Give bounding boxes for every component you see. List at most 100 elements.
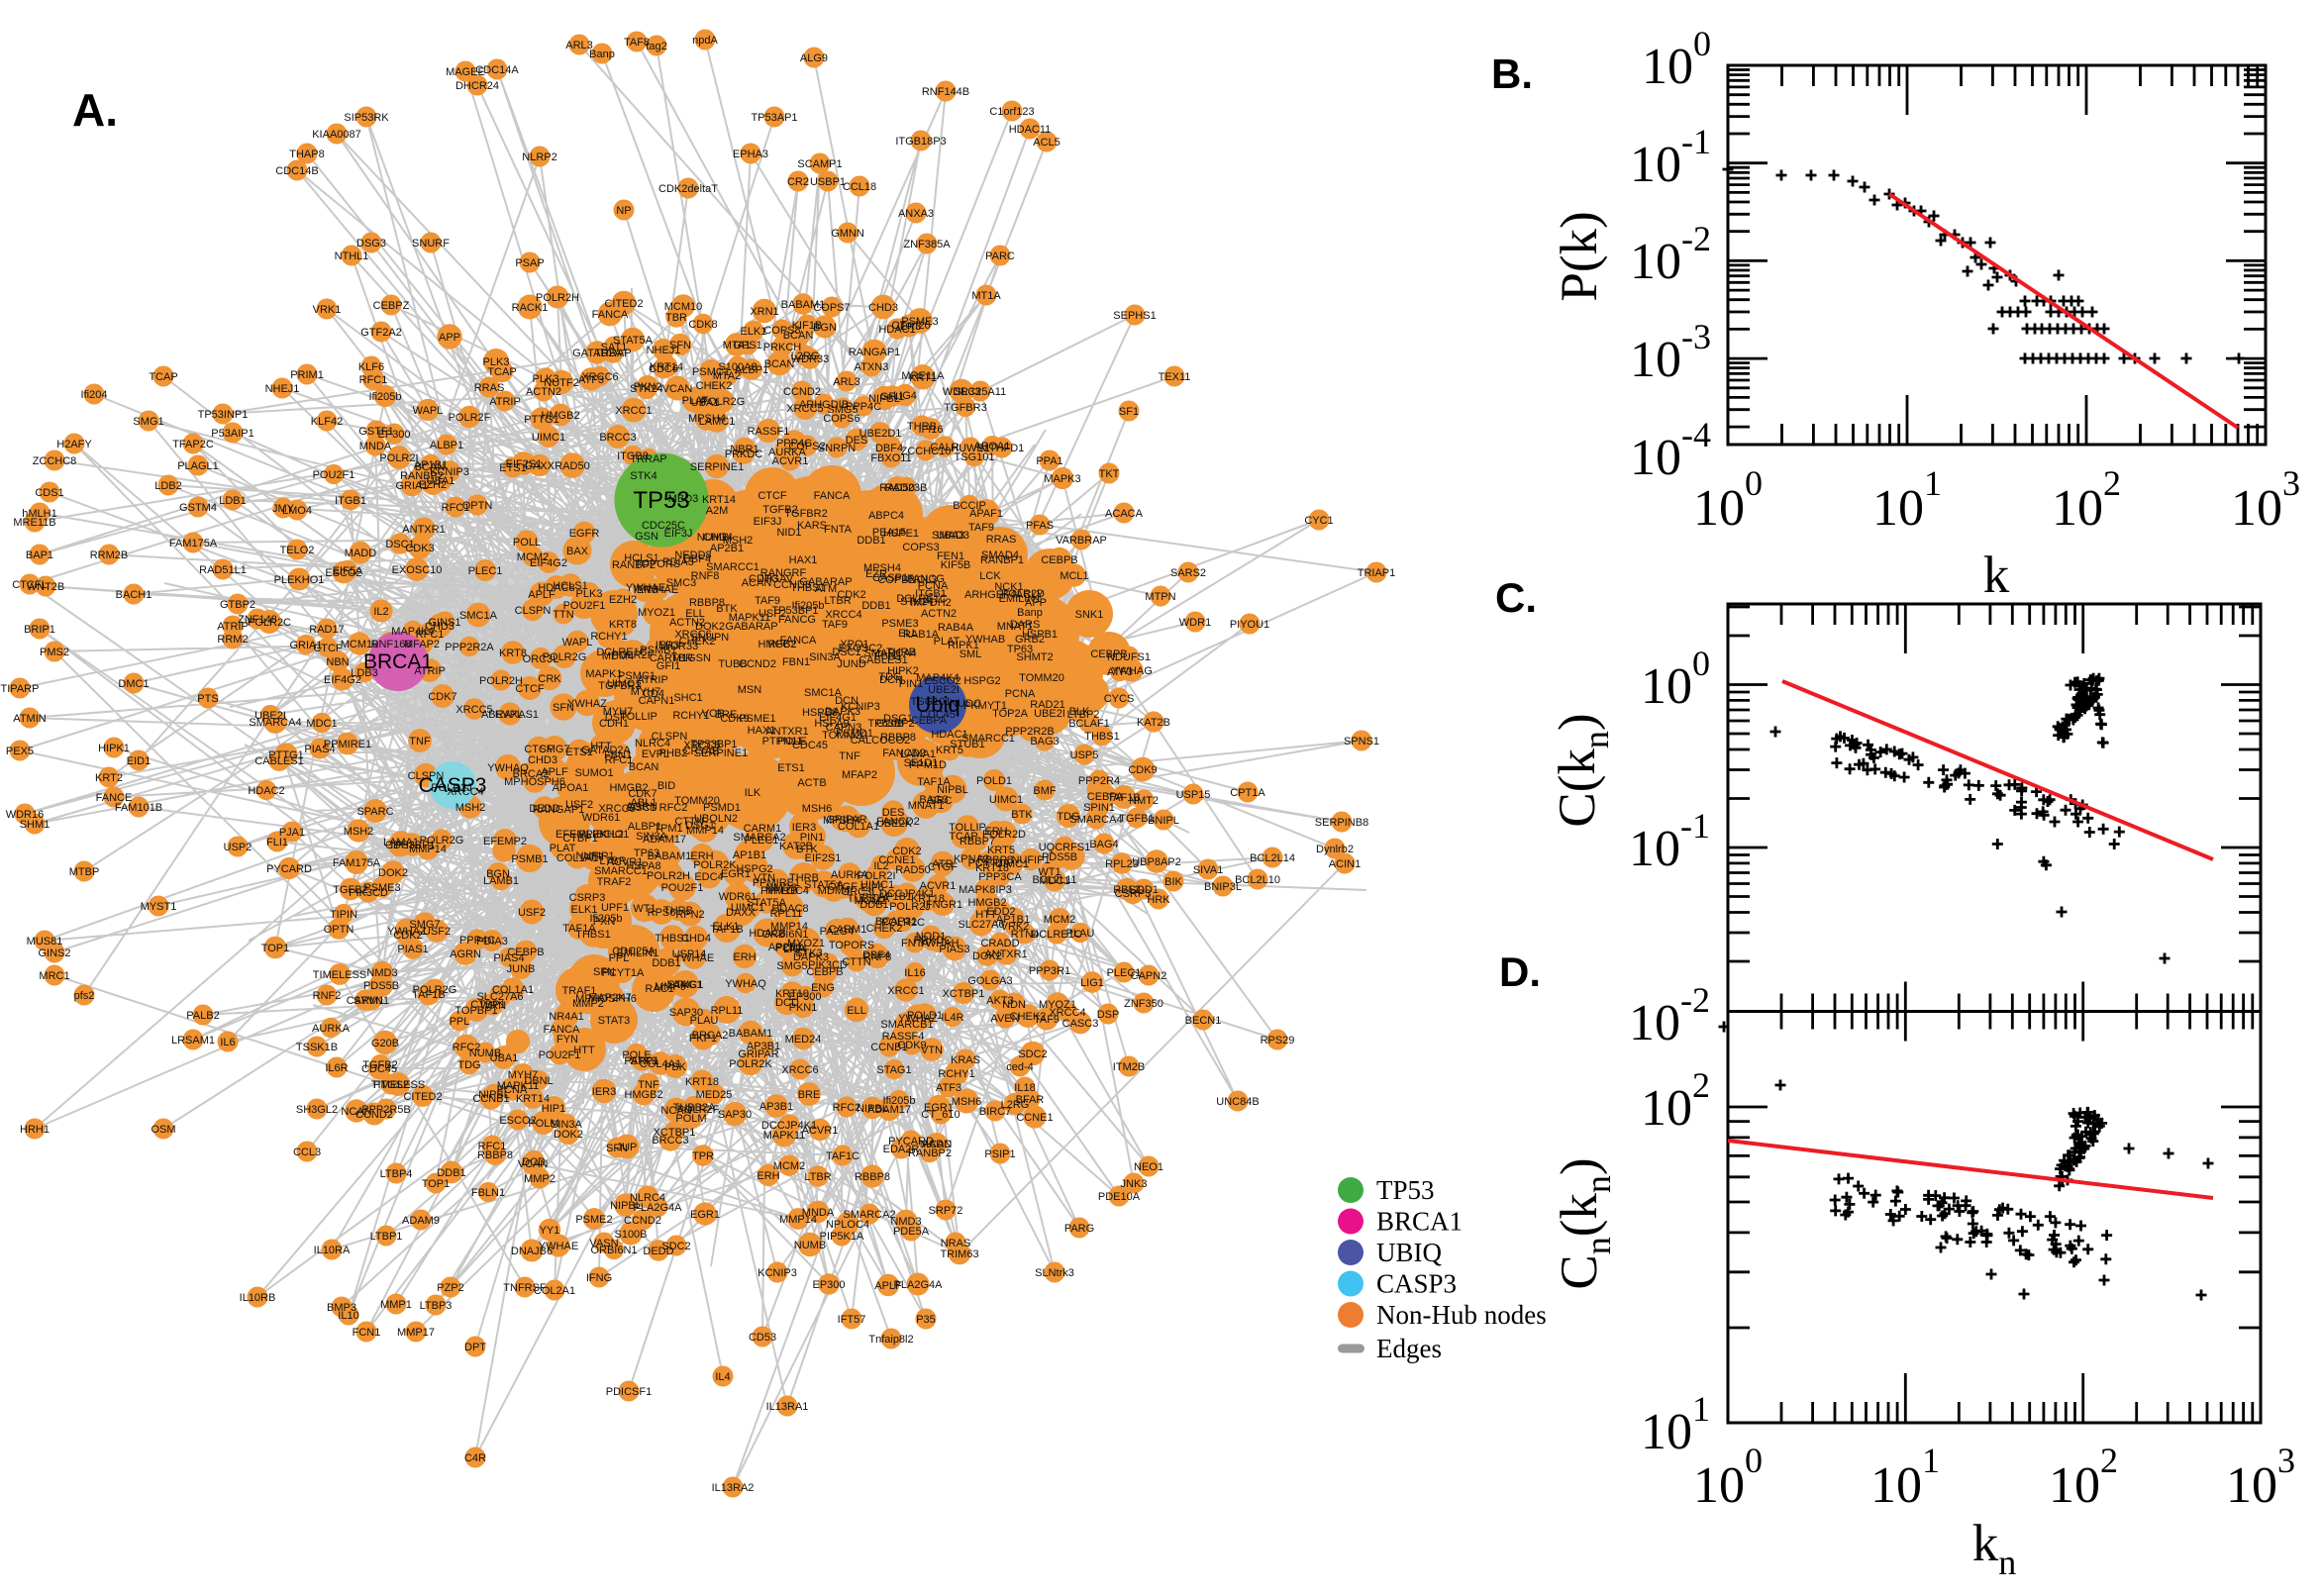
svg-text:FEN1: FEN1 <box>937 550 964 562</box>
svg-text:NIPBL: NIPBL <box>610 1200 642 1212</box>
svg-text:CR2: CR2 <box>787 176 809 188</box>
svg-text:PPP2R2A: PPP2R2A <box>445 642 494 653</box>
svg-text:POLR2F: POLR2F <box>612 649 655 661</box>
svg-text:IL18: IL18 <box>1014 1082 1035 1094</box>
svg-text:KRT2: KRT2 <box>95 772 123 784</box>
svg-text:RFC1: RFC1 <box>605 754 634 766</box>
svg-text:NRAS: NRAS <box>941 1238 971 1249</box>
svg-text:LAMC1: LAMC1 <box>667 979 704 991</box>
svg-text:C(kn): C(kn) <box>1549 713 1616 827</box>
svg-text:PPL: PPL <box>450 1016 470 1028</box>
svg-text:COL2A1: COL2A1 <box>534 1285 575 1297</box>
svg-text:PLK3: PLK3 <box>483 356 510 368</box>
svg-text:PPA1: PPA1 <box>1036 455 1062 467</box>
svg-text:CTCF: CTCF <box>313 643 343 654</box>
svg-text:PPP4C: PPP4C <box>776 438 812 449</box>
svg-text:ACL5: ACL5 <box>1033 137 1060 149</box>
svg-text:AKT3: AKT3 <box>986 995 1014 1007</box>
svg-text:CAPN2: CAPN2 <box>1131 970 1167 982</box>
svg-text:POLD1: POLD1 <box>976 775 1012 787</box>
svg-text:SLC27A6: SLC27A6 <box>476 991 523 1003</box>
svg-text:BMP3: BMP3 <box>327 1302 356 1314</box>
svg-text:GOLGA3: GOLGA3 <box>967 975 1012 987</box>
svg-text:DAPK3: DAPK3 <box>825 706 860 718</box>
svg-text:ZNF148: ZNF148 <box>238 614 277 626</box>
svg-text:CAPN1: CAPN1 <box>639 695 675 707</box>
svg-text:TIMELESS: TIMELESS <box>371 1079 425 1091</box>
svg-text:YWHAZ: YWHAZ <box>387 926 427 938</box>
svg-text:Tnfaip8l2: Tnfaip8l2 <box>868 1334 913 1346</box>
svg-text:CARM1: CARM1 <box>650 652 688 664</box>
svg-text:AP1B1: AP1B1 <box>414 459 448 471</box>
svg-text:PLEC1: PLEC1 <box>468 565 503 577</box>
svg-text:POU2F1: POU2F1 <box>313 469 355 481</box>
svg-text:DDB1: DDB1 <box>652 957 680 969</box>
svg-text:CLSPN: CLSPN <box>408 770 445 782</box>
svg-text:TDG: TDG <box>878 671 901 683</box>
svg-text:KRT14: KRT14 <box>516 1093 550 1105</box>
svg-text:HSPB1: HSPB1 <box>1022 629 1058 641</box>
svg-text:DHCR24: DHCR24 <box>455 80 499 92</box>
svg-text:TOP1: TOP1 <box>261 943 290 954</box>
svg-text:ETS1: ETS1 <box>499 462 527 474</box>
svg-text:EP300: EP300 <box>377 429 410 441</box>
svg-text:BRCA2: BRCA2 <box>513 768 550 780</box>
svg-text:TIPIN: TIPIN <box>330 909 357 921</box>
svg-text:RIPK1: RIPK1 <box>948 640 979 651</box>
svg-text:STK4: STK4 <box>630 470 657 482</box>
svg-text:SNUPN: SNUPN <box>691 632 730 644</box>
svg-text:SMAD3: SMAD3 <box>932 530 969 542</box>
svg-text:USF2: USF2 <box>565 799 593 811</box>
svg-text:YWHAE: YWHAE <box>639 584 678 596</box>
svg-text:EGR1: EGR1 <box>721 868 751 880</box>
svg-text:CYCS: CYCS <box>1104 693 1135 705</box>
svg-text:IFNG: IFNG <box>586 1272 612 1284</box>
svg-text:SFN: SFN <box>553 702 574 714</box>
svg-text:SMARCA2: SMARCA2 <box>843 1209 895 1221</box>
svg-text:PPMIRE1: PPMIRE1 <box>753 877 800 889</box>
svg-text:ORBI6N1: ORBI6N1 <box>590 1245 637 1256</box>
svg-text:Dynlrb2: Dynlrb2 <box>1316 844 1354 855</box>
svg-text:KIAA0087: KIAA0087 <box>312 129 361 141</box>
svg-text:TNF: TNF <box>839 750 860 762</box>
svg-text:STAG1: STAG1 <box>876 1064 911 1076</box>
svg-text:L2RG: L2RG <box>1001 1099 1030 1111</box>
svg-text:MAPK11: MAPK11 <box>497 1080 540 1092</box>
svg-text:NLRC4: NLRC4 <box>630 1192 665 1204</box>
svg-text:NR4A1: NR4A1 <box>549 1011 583 1023</box>
svg-text:CCND2: CCND2 <box>624 1215 661 1227</box>
svg-text:FYN: FYN <box>556 1034 578 1046</box>
svg-text:TAF1C: TAF1C <box>826 1150 859 1162</box>
svg-text:TRRAP: TRRAP <box>630 453 666 465</box>
svg-text:FANCA: FANCA <box>592 309 629 321</box>
svg-text:TAF1A: TAF1A <box>917 776 951 788</box>
svg-text:SERPINE1: SERPINE1 <box>694 748 748 759</box>
svg-text:CALR: CALR <box>930 442 959 453</box>
svg-text:XRCC4: XRCC4 <box>447 786 483 798</box>
svg-text:PPP4C: PPP4C <box>846 401 881 413</box>
svg-text:MSH2: MSH2 <box>344 826 374 838</box>
svg-text:SMC3: SMC3 <box>666 577 697 589</box>
svg-text:BABAM1: BABAM1 <box>648 850 692 862</box>
svg-text:POLR2G: POLR2G <box>543 651 587 663</box>
svg-text:PLEKHO1: PLEKHO1 <box>274 574 325 586</box>
svg-text:CASP3: CASP3 <box>1376 1269 1457 1299</box>
svg-text:POLE: POLE <box>622 1049 651 1061</box>
svg-text:EXOSC2: EXOSC2 <box>839 643 883 654</box>
svg-text:ANTXR1: ANTXR1 <box>984 948 1027 960</box>
svg-text:CDH1: CDH1 <box>599 718 629 730</box>
svg-text:CHD4: CHD4 <box>681 933 711 945</box>
svg-text:TNF: TNF <box>409 736 431 748</box>
svg-text:MPSH4: MPSH4 <box>823 815 860 827</box>
svg-text:NID1: NID1 <box>776 527 801 539</box>
svg-text:PXN: PXN <box>593 916 616 928</box>
svg-text:ETS1: ETS1 <box>565 747 593 758</box>
svg-text:UBE2I: UBE2I <box>254 710 286 722</box>
svg-text:LAMB1: LAMB1 <box>483 875 519 887</box>
svg-text:LAMA1: LAMA1 <box>900 748 936 760</box>
svg-text:TP53: TP53 <box>1376 1175 1435 1205</box>
svg-text:SMG1: SMG1 <box>133 416 163 428</box>
svg-text:GABARAP: GABARAP <box>725 621 777 633</box>
svg-text:AURKA: AURKA <box>831 869 869 881</box>
svg-text:IER3: IER3 <box>634 584 657 596</box>
